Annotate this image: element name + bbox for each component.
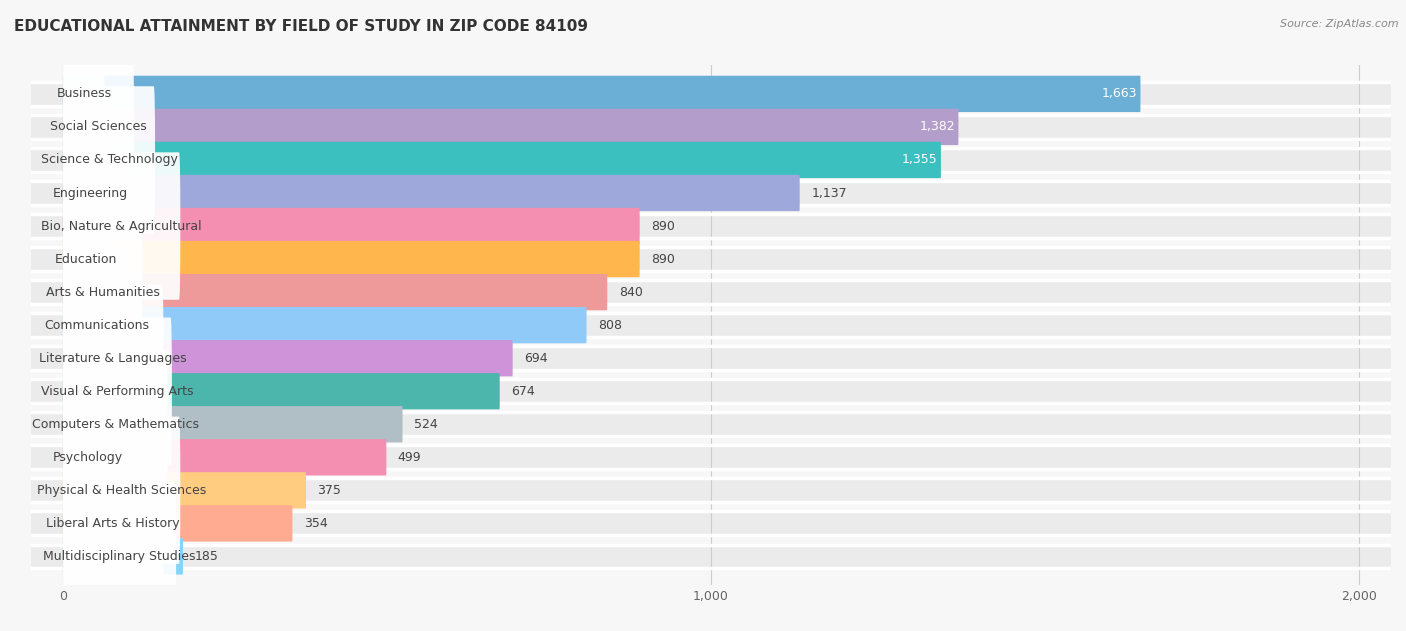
FancyBboxPatch shape xyxy=(63,285,163,432)
FancyBboxPatch shape xyxy=(63,384,112,531)
FancyBboxPatch shape xyxy=(63,76,1140,112)
FancyBboxPatch shape xyxy=(63,152,180,300)
Text: Communications: Communications xyxy=(44,319,149,332)
FancyBboxPatch shape xyxy=(31,478,1391,502)
FancyBboxPatch shape xyxy=(63,307,586,343)
FancyBboxPatch shape xyxy=(63,20,104,168)
FancyBboxPatch shape xyxy=(31,379,1391,403)
Text: Bio, Nature & Agricultural: Bio, Nature & Agricultural xyxy=(41,220,202,233)
FancyBboxPatch shape xyxy=(63,274,607,310)
Text: Liberal Arts & History: Liberal Arts & History xyxy=(46,517,180,530)
Text: 375: 375 xyxy=(318,484,342,497)
FancyBboxPatch shape xyxy=(63,317,172,465)
Text: 1,663: 1,663 xyxy=(1101,87,1137,100)
Text: Visual & Performing Arts: Visual & Performing Arts xyxy=(41,385,194,398)
FancyBboxPatch shape xyxy=(63,406,402,442)
Text: Literature & Languages: Literature & Languages xyxy=(39,351,187,365)
FancyBboxPatch shape xyxy=(63,450,163,597)
Text: Arts & Humanities: Arts & Humanities xyxy=(46,286,160,298)
FancyBboxPatch shape xyxy=(63,218,142,366)
FancyBboxPatch shape xyxy=(63,483,176,630)
FancyBboxPatch shape xyxy=(31,148,1391,172)
Text: Physical & Health Sciences: Physical & Health Sciences xyxy=(37,484,207,497)
Text: 1,355: 1,355 xyxy=(901,153,938,167)
FancyBboxPatch shape xyxy=(63,472,307,509)
FancyBboxPatch shape xyxy=(63,119,117,267)
FancyBboxPatch shape xyxy=(63,86,155,233)
Text: Business: Business xyxy=(56,87,111,100)
Text: Source: ZipAtlas.com: Source: ZipAtlas.com xyxy=(1281,19,1399,29)
FancyBboxPatch shape xyxy=(31,82,1391,106)
FancyBboxPatch shape xyxy=(63,340,513,376)
FancyBboxPatch shape xyxy=(31,346,1391,370)
Text: 808: 808 xyxy=(598,319,621,332)
Text: 1,382: 1,382 xyxy=(920,121,955,133)
Text: EDUCATIONAL ATTAINMENT BY FIELD OF STUDY IN ZIP CODE 84109: EDUCATIONAL ATTAINMENT BY FIELD OF STUDY… xyxy=(14,19,588,34)
Text: 890: 890 xyxy=(651,252,675,266)
Text: Education: Education xyxy=(55,252,117,266)
Text: 185: 185 xyxy=(194,550,218,563)
FancyBboxPatch shape xyxy=(63,251,129,399)
FancyBboxPatch shape xyxy=(31,512,1391,535)
FancyBboxPatch shape xyxy=(63,109,959,145)
Text: Engineering: Engineering xyxy=(52,187,128,199)
Text: 1,137: 1,137 xyxy=(811,187,846,199)
Text: Social Sciences: Social Sciences xyxy=(51,121,148,133)
FancyBboxPatch shape xyxy=(31,181,1391,205)
FancyBboxPatch shape xyxy=(63,208,640,244)
FancyBboxPatch shape xyxy=(63,142,941,178)
FancyBboxPatch shape xyxy=(63,439,387,476)
FancyBboxPatch shape xyxy=(31,313,1391,337)
FancyBboxPatch shape xyxy=(63,538,183,575)
FancyBboxPatch shape xyxy=(31,413,1391,436)
Text: Psychology: Psychology xyxy=(53,451,124,464)
FancyBboxPatch shape xyxy=(31,115,1391,139)
Text: 499: 499 xyxy=(398,451,422,464)
Text: Science & Technology: Science & Technology xyxy=(41,153,177,167)
FancyBboxPatch shape xyxy=(63,175,800,211)
Text: 674: 674 xyxy=(512,385,534,398)
FancyBboxPatch shape xyxy=(63,186,108,333)
Text: Multidisciplinary Studies: Multidisciplinary Studies xyxy=(44,550,195,563)
Text: 694: 694 xyxy=(524,351,548,365)
FancyBboxPatch shape xyxy=(31,247,1391,271)
Text: 890: 890 xyxy=(651,220,675,233)
FancyBboxPatch shape xyxy=(31,445,1391,469)
FancyBboxPatch shape xyxy=(63,373,499,410)
Text: 354: 354 xyxy=(304,517,328,530)
Text: Computers & Mathematics: Computers & Mathematics xyxy=(32,418,198,431)
FancyBboxPatch shape xyxy=(31,280,1391,304)
Text: 840: 840 xyxy=(619,286,643,298)
FancyBboxPatch shape xyxy=(63,351,167,498)
FancyBboxPatch shape xyxy=(63,241,640,277)
FancyBboxPatch shape xyxy=(31,214,1391,238)
FancyBboxPatch shape xyxy=(63,53,134,201)
FancyBboxPatch shape xyxy=(63,505,292,541)
FancyBboxPatch shape xyxy=(31,545,1391,569)
FancyBboxPatch shape xyxy=(63,416,180,564)
Text: 524: 524 xyxy=(413,418,437,431)
